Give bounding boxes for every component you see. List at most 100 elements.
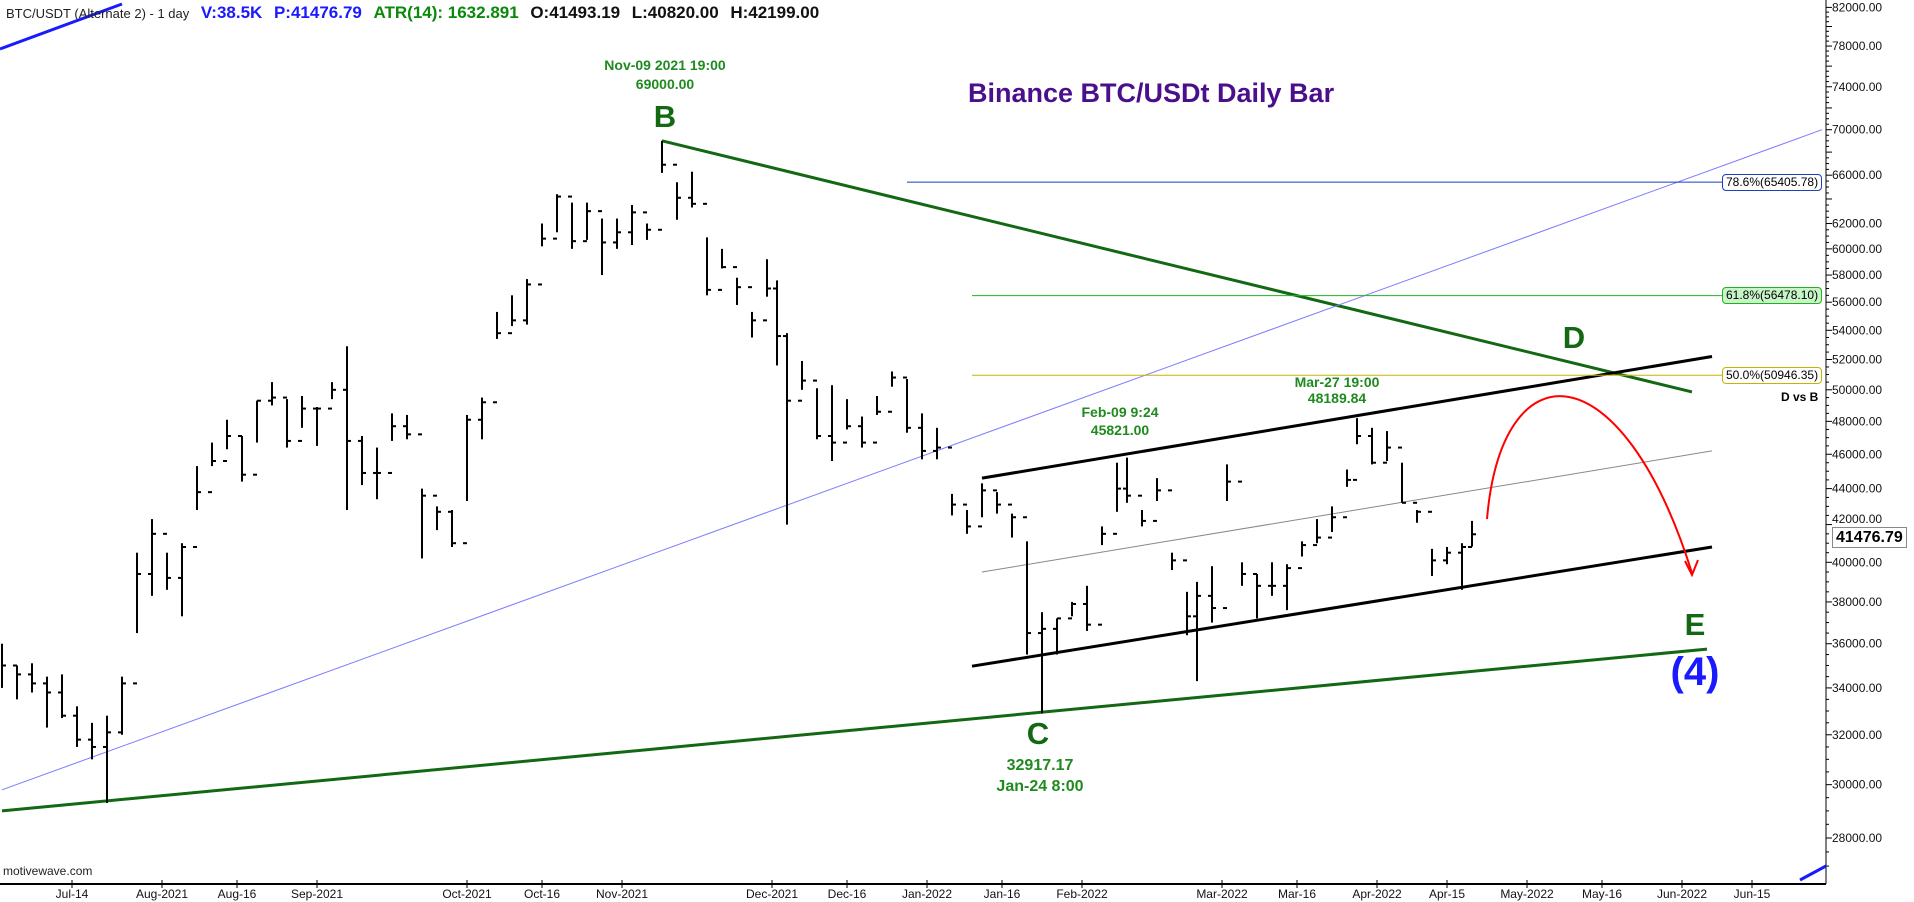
- fib-786-label: 78.6%(65405.78): [1722, 174, 1823, 191]
- x-tick-label: Mar-2022: [1196, 887, 1248, 901]
- ohlc-bar: [773, 280, 781, 366]
- ohlc-bar: [1458, 543, 1466, 590]
- ohlc-bar: [1328, 506, 1336, 539]
- ohlc-bar: [748, 286, 756, 338]
- y-tick-label: 36000.00: [1832, 637, 1882, 651]
- ohlc-bar: [1023, 516, 1031, 655]
- ohlc-bar: [583, 202, 591, 243]
- ohlc-bar: [613, 218, 621, 249]
- ohlc-bar: [763, 259, 771, 322]
- x-tick-label: Jun-15: [1734, 887, 1771, 901]
- y-tick-label: 34000.00: [1832, 681, 1882, 695]
- ohlc-bar: [978, 483, 986, 528]
- y-tick-label: 32000.00: [1832, 728, 1882, 742]
- chart-header: BTC/USDT (Alternate 2) - 1 day V:38.5K P…: [6, 3, 827, 23]
- wave-e-label: E: [1684, 607, 1706, 642]
- watermark: motivewave.com: [3, 864, 93, 878]
- ohlc-bar: [73, 706, 81, 747]
- wave-b-label: B: [653, 99, 677, 134]
- ohlc-bar: [208, 442, 216, 494]
- ohlc-bar: [313, 406, 321, 446]
- low-value: L:40820.00: [631, 3, 719, 22]
- current-price-tag: 41476.79: [1832, 527, 1907, 548]
- ohlc-bar: [523, 279, 531, 325]
- ohlc-bar: [433, 494, 441, 531]
- ohlc-bar: [358, 435, 366, 486]
- channel-mid: [981, 450, 1713, 573]
- x-tick-label: Jul-14: [56, 887, 89, 901]
- ohlc-bar: [553, 194, 561, 240]
- ohlc-bar: [1008, 503, 1016, 538]
- ohlc-bar: [858, 416, 866, 448]
- ohlc-bar: [1343, 469, 1351, 519]
- x-tick-label: Dec-2021: [746, 887, 798, 901]
- feb-time: Feb-09 9:24: [1081, 404, 1159, 420]
- y-tick-label: 58000.00: [1832, 268, 1882, 282]
- ohlc-bar: [1283, 564, 1291, 611]
- wave-c-label: C: [1026, 716, 1050, 751]
- ohlc-bar: [103, 715, 111, 803]
- ohlc-bar: [598, 210, 606, 276]
- projection-arrowhead: [1684, 559, 1699, 578]
- ohlc-bar: [1353, 418, 1361, 481]
- ohlc-bar: [873, 396, 881, 444]
- ohlc-bar: [1153, 478, 1161, 522]
- y-tick-label: 44000.00: [1832, 482, 1882, 496]
- wave-d-label: D: [1562, 320, 1586, 355]
- ohlc-bar: [1208, 566, 1216, 623]
- ohlc-bar: [1413, 501, 1421, 523]
- ohlc-bar: [1383, 431, 1391, 464]
- ohlc-bar: [918, 413, 926, 460]
- ohlc-bar: [388, 413, 396, 474]
- ohlc-bar: [843, 399, 851, 444]
- x-tick-label: May-2022: [1500, 887, 1554, 901]
- ohlc-bar: [1298, 541, 1306, 570]
- x-tick-label: Jan-16: [984, 887, 1021, 901]
- ohlc-bar: [1123, 457, 1131, 503]
- c-time: Jan-24 8:00: [996, 778, 1084, 795]
- x-tick-label: Apr-15: [1429, 887, 1465, 901]
- ohlc-bar: [783, 333, 791, 525]
- x-tick-label: May-16: [1582, 887, 1622, 901]
- y-tick-label: 48000.00: [1832, 414, 1882, 428]
- y-axis-bg: [1826, 0, 1914, 902]
- ohlc-bar: [1113, 462, 1121, 535]
- ohlc-bar: [193, 466, 201, 548]
- a-c-e-line: [1, 647, 1708, 813]
- ohlc-bar: [1428, 510, 1436, 576]
- channel-lower: [971, 545, 1713, 668]
- y-tick-label: 42000.00: [1832, 512, 1882, 526]
- ohlc-bar: [658, 140, 666, 231]
- ohlc-bar: [1468, 520, 1476, 548]
- x-tick-label: Oct-16: [524, 887, 560, 901]
- ohlc-bar: [1253, 572, 1261, 619]
- y-tick-label: 54000.00: [1832, 323, 1882, 337]
- ohlc-bar: [1168, 489, 1176, 571]
- projection-arc: [1486, 395, 1693, 574]
- ohlc-bar: [1183, 559, 1191, 636]
- ohlc-bar: [418, 433, 426, 559]
- trendlines: [1, 129, 1823, 813]
- ohlc-bar: [148, 519, 156, 596]
- ohlc-bar: [1053, 617, 1061, 655]
- ohlc-bar: [448, 509, 456, 547]
- ohlc-bar: [888, 371, 896, 413]
- fib-lines: [907, 181, 1722, 376]
- wave-line-top-left: [0, 2, 123, 51]
- ohlc-bar: [268, 382, 276, 406]
- x-tick-label: Mar-16: [1278, 887, 1316, 901]
- ohlc-bar: [283, 396, 291, 448]
- open-value: O:41493.19: [530, 3, 621, 22]
- chart-title: Binance BTC/USDt Daily Bar: [968, 78, 1335, 108]
- x-tick-label: Nov-2021: [596, 887, 648, 901]
- ohlc-bar: [993, 489, 1001, 514]
- ohlc-bar: [1368, 427, 1376, 465]
- ohlc-bar: [508, 295, 516, 335]
- ohlc-bar: [373, 447, 381, 500]
- y-tick-label: 66000.00: [1832, 168, 1882, 182]
- y-tick-label: 78000.00: [1832, 39, 1882, 53]
- ohlc-bar: [538, 223, 546, 286]
- y-tick-label: 46000.00: [1832, 447, 1882, 461]
- ohlc-bar: [1398, 446, 1406, 504]
